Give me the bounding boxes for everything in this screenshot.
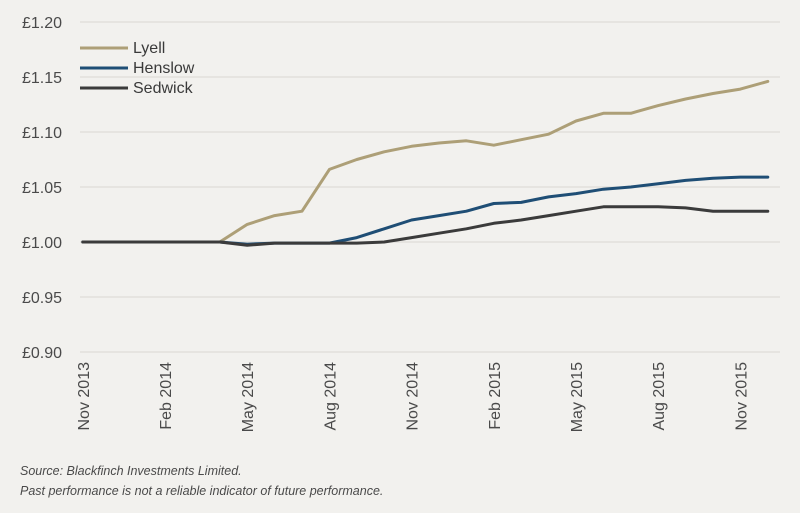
x-tick-label: Nov 2013 bbox=[76, 362, 93, 431]
source-note: Source: Blackfinch Investments Limited. bbox=[20, 464, 242, 478]
y-tick-label: £0.95 bbox=[22, 290, 62, 307]
performance-disclaimer: Past performance is not a reliable indic… bbox=[20, 484, 384, 498]
x-tick-label: Nov 2015 bbox=[733, 362, 750, 431]
legend-label-lyell: Lyell bbox=[133, 40, 165, 57]
series-line-sedwick bbox=[81, 205, 770, 247]
y-tick-label: £1.05 bbox=[22, 180, 62, 197]
y-tick-label: £1.00 bbox=[22, 235, 62, 252]
x-tick-label: May 2015 bbox=[569, 362, 586, 432]
x-tick-label: Aug 2014 bbox=[322, 362, 339, 431]
x-tick-label: May 2014 bbox=[240, 362, 257, 432]
x-tick-label: Nov 2014 bbox=[405, 362, 422, 431]
y-tick-label: £1.10 bbox=[22, 125, 62, 142]
legend-label-henslow: Henslow bbox=[133, 60, 195, 77]
x-tick-label: Feb 2014 bbox=[158, 362, 175, 430]
y-tick-label: £1.20 bbox=[22, 15, 62, 32]
x-axis-tick-labels: Nov 2013 Feb 2014 May 2014 Aug 2014 Nov 2014… bbox=[76, 362, 751, 432]
x-tick-label: Aug 2015 bbox=[651, 362, 668, 431]
y-axis-tick-labels: £0.90 £0.95 £1.00 £1.05 £1.10 £1.15 £1.20 bbox=[22, 15, 62, 362]
y-tick-label: £1.15 bbox=[22, 70, 62, 87]
y-tick-label: £0.90 bbox=[22, 345, 62, 362]
line-chart: £0.90 £0.95 £1.00 £1.05 £1.10 £1.15 £1.20 Nov … bbox=[22, 15, 780, 432]
series-lines bbox=[81, 79, 770, 247]
legend: Lyell Henslow Sedwick bbox=[80, 40, 195, 97]
x-tick-label: Feb 2015 bbox=[487, 362, 504, 430]
legend-label-sedwick: Sedwick bbox=[133, 80, 194, 97]
